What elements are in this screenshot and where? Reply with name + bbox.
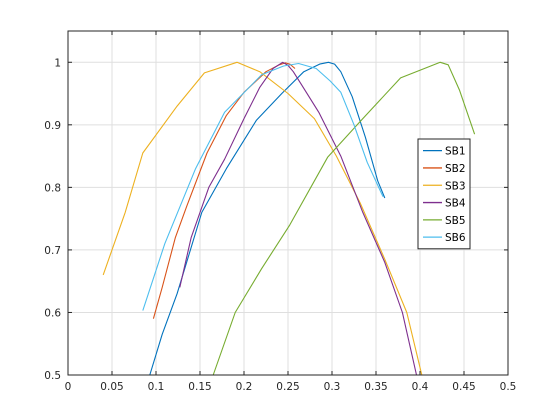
legend-box [417,138,471,250]
y-tick-label: 0.9 [44,120,61,132]
legend-label: SB3 [445,180,466,192]
y-tick-label: 0.7 [44,245,61,257]
x-tick-labels: 0 0.05 0.1 0.15 0.2 0.25 0.3 0.35 0.4 0.45 0.5 [65,381,517,393]
x-tick-label: 0.45 [452,381,475,393]
x-tick-label: 0 [65,381,72,393]
y-tick-label: 0.6 [44,307,61,319]
legend-label: SB1 [445,146,466,158]
x-tick-label: 0.15 [188,381,211,393]
x-tick-label: 0.4 [412,381,429,393]
legend-label: SB4 [445,198,466,210]
x-tick-label: 0.5 [500,381,517,393]
legend-label: SB2 [445,163,466,175]
series-line-sb4 [179,61,418,376]
legend-label: SB5 [445,215,466,227]
series-line-sb6 [142,62,384,311]
series-line-sb3 [102,61,423,376]
series-line-sb2 [152,62,296,319]
legend: SB1 SB2 SB3 SB4 SB5 SB6 [417,138,471,250]
series-line-sb5 [212,61,476,376]
legend-label: SB6 [445,232,466,244]
x-tick-label: 0.1 [148,381,165,393]
x-tick-label: 0.35 [364,381,387,393]
x-tick-label: 0.05 [100,381,123,393]
y-tick-labels: 0.5 0.6 0.7 0.8 0.9 1 [44,57,61,382]
x-tick-label: 0.2 [236,381,253,393]
y-tick-label: 0.5 [44,370,61,382]
y-tick-label: 1 [54,57,61,69]
y-tick-label: 0.8 [44,182,61,194]
tick-marks [67,31,509,376]
x-tick-label: 0.25 [276,381,299,393]
x-tick-label: 0.3 [324,381,341,393]
series-layer [102,61,476,376]
series-line-sb1 [149,61,386,376]
